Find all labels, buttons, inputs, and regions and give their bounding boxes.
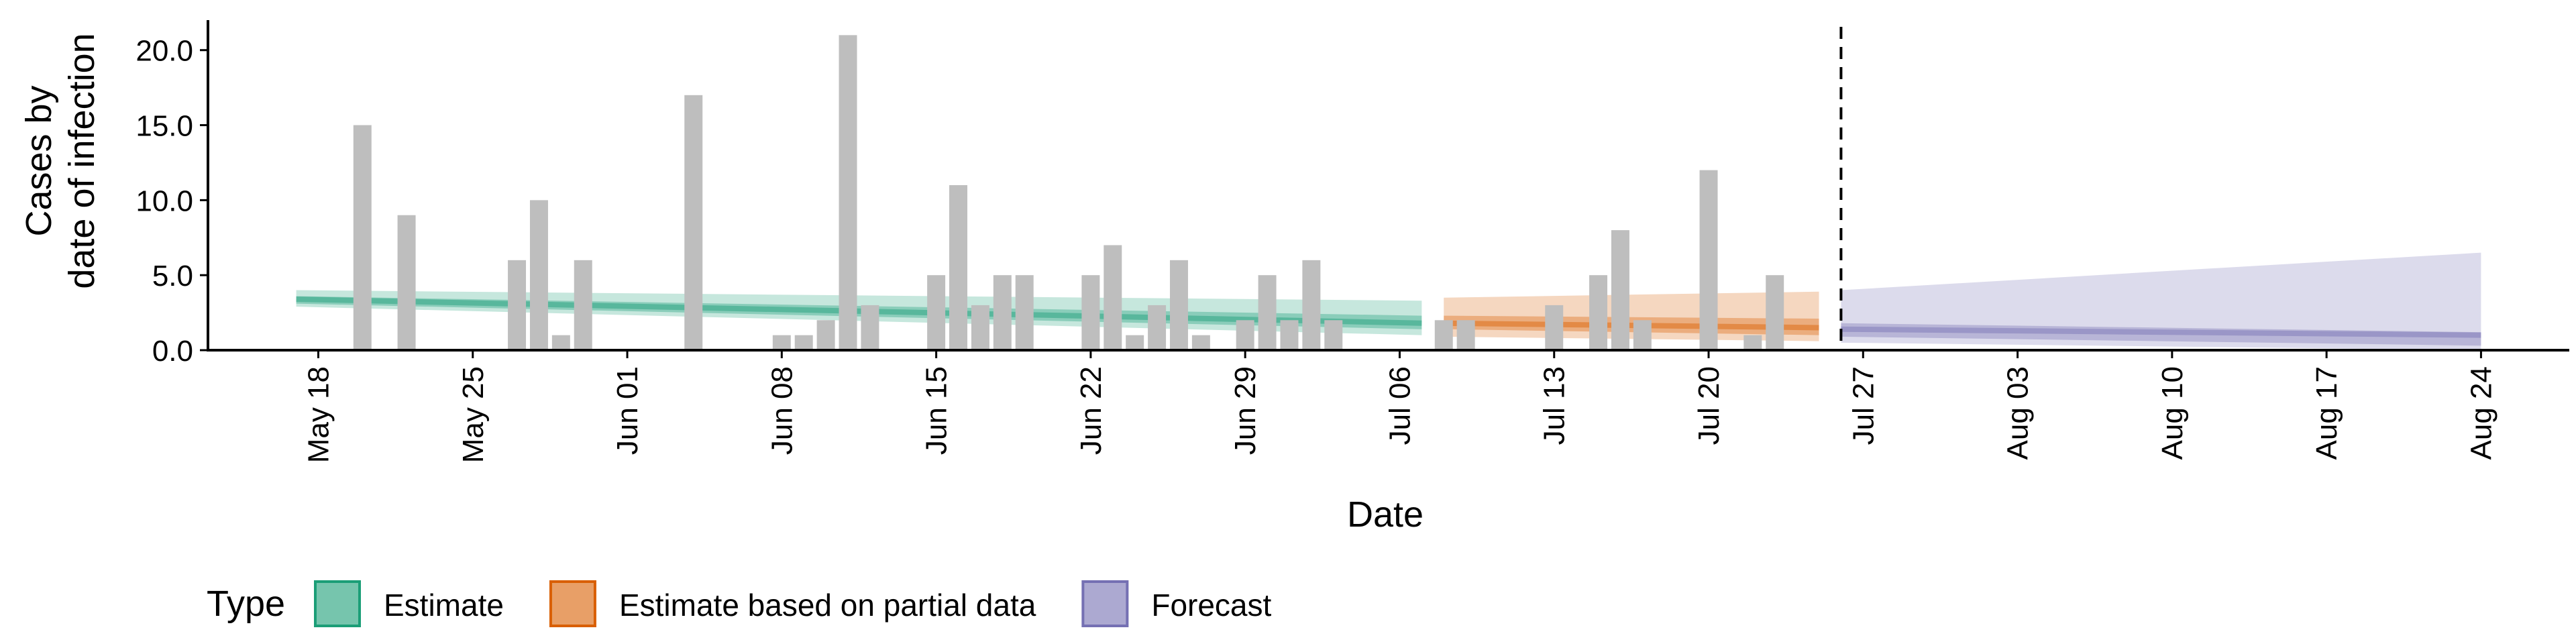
case-bar <box>1169 260 1188 350</box>
case-bar <box>927 275 946 350</box>
x-tick-label: Jun 01 <box>611 366 644 455</box>
estimate-bands <box>296 252 2481 350</box>
x-tick-label: Aug 24 <box>2465 366 2498 460</box>
case-bar <box>1766 275 1784 350</box>
legend-swatch-2 <box>1081 580 1129 627</box>
y-tick-label: 5.0 <box>152 260 193 292</box>
case-bar <box>816 320 835 350</box>
case-bar <box>1126 335 1144 350</box>
case-bar <box>1545 305 1564 350</box>
y-tick-label: 0.0 <box>152 335 193 368</box>
case-bar <box>1081 275 1100 350</box>
case-bar <box>508 260 527 350</box>
y-tick-label: 10.0 <box>136 184 193 217</box>
x-tick-label: Jul 13 <box>1538 366 1571 445</box>
median-line-1 <box>1444 320 1819 331</box>
case-bar <box>1699 170 1718 351</box>
case-bar <box>1236 320 1254 350</box>
case-bar <box>1148 305 1167 350</box>
case-bar <box>1302 260 1321 350</box>
median-line-2 <box>1841 326 2481 338</box>
band-outer-2 <box>1841 252 2481 350</box>
band-outer-1 <box>1444 291 1819 341</box>
case-bar <box>1633 320 1652 350</box>
legend-label-1: Estimate based on partial data <box>619 588 1036 623</box>
case-bar <box>1743 335 1762 350</box>
y-tick-label: 20.0 <box>136 35 193 68</box>
x-tick-label: Jun 29 <box>1229 366 1262 455</box>
case-bar <box>1434 320 1453 350</box>
case-bar <box>1191 335 1210 350</box>
y-axis-title: Cases by date of infection <box>19 33 102 288</box>
case-bar <box>1258 275 1277 350</box>
case-bar <box>949 185 967 350</box>
case-bar <box>529 200 548 350</box>
legend-title: Type <box>207 584 285 624</box>
case-bar <box>1104 245 1122 350</box>
x-axis-title: Date <box>1347 494 1424 535</box>
case-bar <box>574 260 592 350</box>
y-axis-title-line-1: Cases by <box>19 85 59 236</box>
x-tick-label: Aug 03 <box>2002 366 2035 460</box>
case-bar <box>353 125 372 350</box>
legend-swatch-0 <box>314 580 361 627</box>
x-tick-label: Jun 08 <box>765 366 798 455</box>
case-bar <box>1280 320 1299 350</box>
median-line-0 <box>296 296 1422 326</box>
case-bar <box>1589 275 1608 350</box>
y-axis-title-line-2: date of infection <box>62 33 102 288</box>
case-bar <box>397 215 416 350</box>
x-tick-label: Aug 10 <box>2156 366 2189 460</box>
case-bar <box>1324 320 1343 350</box>
x-tick-label: May 18 <box>302 366 335 463</box>
x-tick-label: May 25 <box>457 366 490 463</box>
axes: 0.0 5.0 10.0 15.0 20.0 May 18 May 25 Jun 01 Jun … <box>136 20 2569 463</box>
legend-label-0: Estimate <box>384 588 504 623</box>
case-bars <box>353 35 1784 351</box>
legend: Type Estimate Estimate based on partial d… <box>207 580 1272 627</box>
case-bar <box>684 95 703 350</box>
case-bar <box>1611 230 1629 350</box>
case-bar <box>861 305 879 350</box>
legend-label-2: Forecast <box>1151 588 1271 623</box>
case-bar <box>1015 275 1034 350</box>
legend-swatch-1 <box>549 580 596 627</box>
case-bar <box>839 35 857 350</box>
x-tick-label: Jun 15 <box>920 366 953 455</box>
band-inner-2 <box>1841 323 2481 346</box>
x-tick-label: Jun 22 <box>1075 366 1108 455</box>
case-bar <box>794 335 813 350</box>
x-tick-label: Aug 17 <box>2310 366 2343 460</box>
x-tick-label: Jul 20 <box>1693 366 1725 445</box>
case-bar <box>993 275 1012 350</box>
case-bar <box>551 335 570 350</box>
x-tick-label: Jul 06 <box>1383 366 1416 445</box>
x-tick-label: Jul 27 <box>1847 366 1880 445</box>
case-bar <box>971 305 989 350</box>
case-bar <box>1456 320 1475 350</box>
band-inner-1 <box>1444 315 1819 335</box>
y-tick-label: 15.0 <box>136 110 193 143</box>
case-bar <box>772 335 791 350</box>
